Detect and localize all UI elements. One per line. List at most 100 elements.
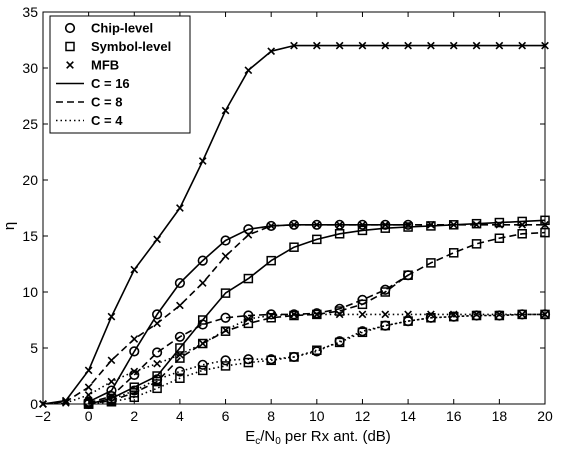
- plot-marks: [39, 41, 551, 410]
- legend-marker-sample: [64, 22, 76, 34]
- y-tick-label: 5: [30, 340, 38, 356]
- x-tick-label: 6: [222, 408, 230, 424]
- series-symbol-level-c4-point: [152, 383, 162, 394]
- series-mfb-c8-point: [176, 301, 184, 310]
- series-mfb-c16-point: [153, 235, 161, 244]
- series-mfb-c8-point: [381, 220, 390, 229]
- x-tick-label: 2: [130, 408, 138, 424]
- y-tick-label: 0: [30, 396, 38, 412]
- series-symbol-level-c4-point: [243, 357, 254, 368]
- series-symbol-level-c8-point: [494, 233, 505, 243]
- series-chip-level-c4-point: [197, 359, 208, 370]
- series-chip-level-c16-point: [129, 346, 140, 357]
- x-tick-label: 16: [446, 408, 462, 424]
- series-symbol-level-c4-point: [220, 361, 231, 371]
- series-mfb-c16-point: [130, 265, 139, 274]
- x-axis-label-sub-c: c: [255, 436, 260, 447]
- legend-entry-c-8: C = 8: [56, 95, 122, 110]
- series-mfb-c4-point: [244, 315, 253, 323]
- series-chip-level-c16-point: [220, 235, 231, 246]
- y-tick-label: 10: [22, 284, 38, 300]
- x-axis-label-rest: per Rx ant. (dB): [281, 428, 391, 445]
- series-symbol-level-c16-point: [403, 222, 413, 232]
- series-symbol-level-c4-point: [197, 365, 208, 376]
- legend-entry-symbol-level: Symbol-level: [65, 39, 171, 54]
- series-symbol-level-c4-point: [517, 309, 527, 320]
- series-mfb-c4-point: [312, 310, 321, 319]
- series-symbol-level-c8-point: [448, 248, 459, 258]
- series-symbol-level-c16-point: [129, 382, 140, 392]
- series-symbol-level-c8-point: [197, 338, 208, 349]
- y-axis-label: η: [1, 222, 18, 230]
- series-mfb-c8-line: [42, 224, 545, 405]
- series-mfb-c8-point: [221, 252, 230, 261]
- series-mfb-c4-point: [198, 339, 207, 348]
- series-symbol-level-c8-point: [426, 258, 436, 268]
- series-mfb-c16-point: [267, 47, 276, 56]
- series-mfb-c4-point: [130, 367, 139, 376]
- series-symbol-level-c16-point: [494, 217, 505, 228]
- x-axis-label-e: E: [245, 428, 255, 445]
- series-chip-level-c8-point: [151, 347, 163, 358]
- series-symbol-level-c16-point: [471, 218, 482, 229]
- series-chip-level-c8-point: [174, 331, 186, 342]
- series-chip-level-c8-point: [220, 312, 231, 323]
- legend-label: Symbol-level: [91, 39, 171, 54]
- series-symbol-level-c16-point: [357, 225, 368, 236]
- series-mfb-c16-point: [107, 312, 116, 321]
- series-mfb-c16-point: [427, 41, 435, 50]
- legend-entry-c-16: C = 16: [56, 76, 130, 91]
- series-chip-level-c16-point: [243, 224, 254, 235]
- y-tick-label: 35: [22, 4, 38, 20]
- series-mfb-c16-point: [472, 41, 481, 50]
- series-symbol-level-c4-point: [426, 313, 436, 323]
- series-symbol-level-c4-point: [175, 373, 185, 383]
- series-chip-level-c8-point: [197, 319, 208, 330]
- series-mfb-c4: [39, 310, 549, 408]
- y-tick-label: 25: [22, 116, 38, 132]
- series-mfb-c8-point: [198, 279, 207, 287]
- series-mfb-c4-point: [290, 310, 298, 319]
- series-mfb-c8-point: [358, 220, 367, 229]
- series-mfb-c16-point: [358, 41, 367, 50]
- series-symbol-level-c4-point: [403, 316, 413, 326]
- x-axis-label-slash: /N: [260, 428, 275, 445]
- legend-marker-sample: [66, 61, 74, 69]
- series-mfb-c16-point: [290, 41, 298, 50]
- series-symbol-level-c16-point: [426, 221, 436, 231]
- legend-label: MFB: [91, 58, 119, 73]
- series-mfb-c4-point: [153, 359, 161, 368]
- series-symbol-level-c4-point: [106, 397, 117, 407]
- series-mfb-c8-point: [335, 220, 344, 229]
- series-mfb-c4-point: [358, 310, 367, 319]
- series-symbol-level-c16-point: [312, 234, 322, 245]
- series-symbol-level-c16-point: [220, 288, 231, 298]
- series-symbol-level-c8-line: [88, 231, 546, 405]
- x-axis-label-sub-0: 0: [275, 436, 281, 447]
- series-symbol-level-c8-point: [289, 310, 299, 321]
- y-tick-label: 30: [22, 60, 38, 76]
- series-mfb-c8-point: [518, 220, 527, 229]
- series-mfb-c8-point: [267, 222, 276, 230]
- series-mfb-c16-point: [312, 41, 321, 50]
- series-mfb-c8-point: [404, 220, 412, 229]
- series-mfb-c8-point: [312, 220, 321, 229]
- series-chip-level-c4-point: [129, 385, 140, 396]
- series-symbol-level-c8-point: [403, 270, 413, 280]
- series-symbol-level-c8-point: [517, 229, 527, 239]
- series-mfb-c8-point: [472, 220, 481, 229]
- series-mfb-c8-point: [107, 356, 116, 365]
- series-symbol-level-c4-point: [334, 337, 345, 348]
- series-chip-level-c16-point: [151, 309, 163, 320]
- x-tick-label: 12: [355, 408, 371, 424]
- x-tick-label: 20: [537, 408, 553, 424]
- series-mfb-c8-point: [130, 335, 139, 343]
- x-tick-label: 0: [85, 408, 93, 424]
- legend-box: [49, 15, 191, 134]
- legend-label: C = 8: [91, 95, 122, 110]
- series-symbol-level-c4-point: [312, 345, 322, 355]
- series-symbol-level-c4-point: [380, 320, 391, 331]
- x-tick-label: −2: [35, 408, 51, 424]
- series-mfb-c16-point: [84, 366, 93, 375]
- legend-label: C = 16: [91, 76, 130, 91]
